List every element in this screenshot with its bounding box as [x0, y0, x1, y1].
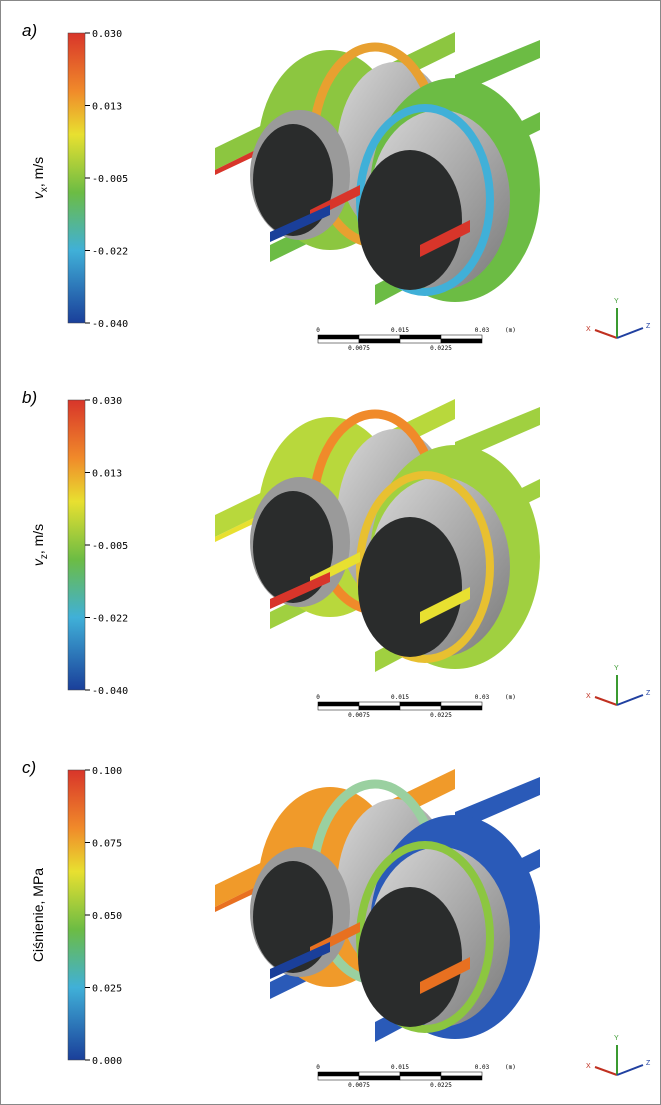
scale-segment	[359, 706, 400, 710]
disk	[358, 517, 462, 657]
panel-label: a)	[22, 21, 37, 40]
colorbar	[68, 770, 85, 1060]
colorbar-title: vz, m/s	[30, 524, 50, 566]
scale-segment	[400, 339, 441, 343]
triad-label: Y	[614, 1035, 619, 1042]
scale-label: 0.0225	[430, 1082, 452, 1089]
title: Ciśnienie, MPa	[30, 868, 46, 962]
colorbar-title: vx, m/s	[30, 157, 50, 199]
scale-label: 0.03	[475, 327, 490, 334]
scale-segment	[441, 339, 482, 343]
scale-segment	[318, 339, 359, 343]
scale-segment	[441, 702, 482, 706]
scale-label: 0	[316, 327, 320, 334]
triad-label: X	[586, 1063, 591, 1070]
disk	[358, 887, 462, 1027]
scale-label: 0.015	[391, 1064, 409, 1071]
disk	[358, 150, 462, 290]
scale-segment	[400, 1076, 441, 1080]
scale-label: 0.03	[475, 1064, 490, 1071]
axis-z	[617, 1065, 643, 1075]
scale-segment	[359, 1076, 400, 1080]
colorbar-tick-label: 0.000	[92, 1056, 122, 1067]
scale-label: 0	[316, 694, 320, 701]
scale-label: 0	[316, 1064, 320, 1071]
axis-x	[595, 1067, 617, 1075]
disk	[253, 861, 333, 973]
colorbar-title: Ciśnienie, MPa	[30, 868, 46, 962]
colorbar-tick-label: 0.075	[92, 839, 122, 850]
disk	[253, 491, 333, 603]
colorbar-tick-label: -0.040	[92, 686, 128, 697]
colorbar-tick-label: -0.022	[92, 614, 128, 625]
triad-label: X	[586, 326, 591, 333]
scale-segment	[400, 335, 441, 339]
scale-segment	[359, 1072, 400, 1076]
scale-label: 0.0075	[348, 345, 370, 352]
scale-segment	[318, 706, 359, 710]
scale-segment	[359, 335, 400, 339]
scale-segment	[400, 1072, 441, 1076]
unit: , m/s	[30, 524, 46, 554]
colorbar-tick-label: 0.030	[92, 396, 122, 407]
triad-label: Y	[614, 665, 619, 672]
triad-label: Z	[646, 323, 651, 330]
colorbar	[68, 400, 85, 690]
colorbar-tick-label: -0.005	[92, 541, 128, 552]
scale-unit: (m)	[505, 694, 516, 701]
colorbar-tick-label: -0.005	[92, 174, 128, 185]
colorbar-tick-label: -0.040	[92, 319, 128, 330]
scale-label: 0.0075	[348, 712, 370, 719]
disk	[253, 124, 333, 236]
figure: a)0.0300.013-0.005-0.022-0.040vx, m/s00.…	[0, 0, 661, 1105]
colorbar-tick-label: 0.013	[92, 469, 122, 480]
triad-label: X	[586, 693, 591, 700]
panel-label: b)	[22, 388, 37, 407]
scale-unit: (m)	[505, 327, 516, 334]
colorbar-tick-label: 0.050	[92, 911, 122, 922]
axis-z	[617, 328, 643, 338]
scale-segment	[318, 1076, 359, 1080]
panel: a) 0.030 0.013 -0.005 -0.022 -0.040 vx, m/s 0 0.…	[22, 21, 651, 352]
colorbar-tick-label: -0.022	[92, 247, 128, 258]
panel: b) 0.030 0.013 -0.005 -0.022 -0.040 vz, m/s 0 0.…	[22, 388, 651, 719]
scale-label: 0.0225	[430, 345, 452, 352]
panel-label: c)	[22, 758, 36, 777]
axis-x	[595, 330, 617, 338]
scale-label: 0.015	[391, 327, 409, 334]
colorbar-tick-label: 0.100	[92, 766, 122, 777]
scale-unit: (m)	[505, 1064, 516, 1071]
scale-label: 0.0225	[430, 712, 452, 719]
scale-label: 0.0075	[348, 1082, 370, 1089]
triad-label: Y	[614, 298, 619, 305]
scale-segment	[441, 1076, 482, 1080]
colorbar-tick-label: 0.025	[92, 984, 122, 995]
scale-segment	[318, 702, 359, 706]
scale-segment	[359, 702, 400, 706]
scale-segment	[318, 1072, 359, 1076]
colorbar	[68, 33, 85, 323]
unit: , m/s	[30, 157, 46, 187]
scale-segment	[400, 702, 441, 706]
scale-segment	[441, 706, 482, 710]
scale-label: 0.03	[475, 694, 490, 701]
axis-z	[617, 695, 643, 705]
scale-segment	[441, 1072, 482, 1076]
colorbar-tick-label: 0.030	[92, 29, 122, 40]
axis-x	[595, 697, 617, 705]
triad-label: Z	[646, 690, 651, 697]
scale-segment	[441, 335, 482, 339]
triad-label: Z	[646, 1060, 651, 1067]
scale-label: 0.015	[391, 694, 409, 701]
panel: c) 0.100 0.075 0.050 0.025 0.000 Ciśnienie, MP…	[22, 758, 651, 1089]
scale-segment	[359, 339, 400, 343]
scale-segment	[400, 706, 441, 710]
colorbar-tick-label: 0.013	[92, 102, 122, 113]
scale-segment	[318, 335, 359, 339]
